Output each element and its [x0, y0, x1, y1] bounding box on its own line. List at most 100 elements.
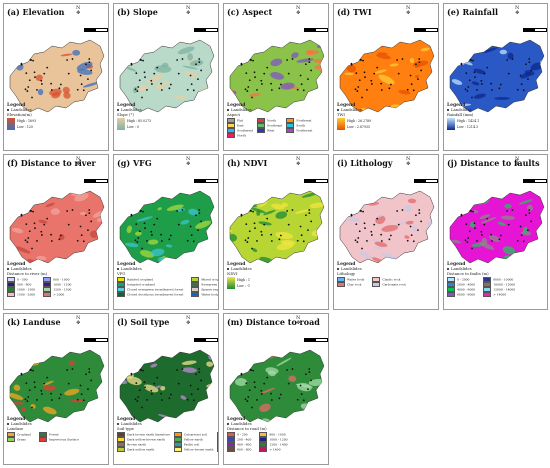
color-swatch — [173, 446, 182, 452]
landslide-point — [506, 210, 509, 212]
landslide-point — [67, 72, 70, 75]
landslide-point — [31, 96, 33, 99]
landslide-point — [299, 384, 302, 387]
scale-bar — [194, 28, 218, 32]
landslide-point — [480, 230, 483, 233]
scale-bar — [304, 179, 328, 183]
terrain-patch — [4, 44, 11, 55]
terrain-patch — [273, 32, 282, 39]
landslide-point — [156, 376, 159, 379]
terrain-patch — [106, 61, 109, 68]
landslide-point — [358, 230, 361, 233]
landslide-point — [137, 237, 140, 239]
landslide-point — [300, 234, 303, 237]
terrain-patch — [375, 214, 383, 219]
landslide-point — [406, 239, 409, 242]
terrain-patch — [497, 221, 506, 227]
terrain-patch — [202, 400, 210, 405]
landslide-point — [464, 239, 467, 242]
terrain-patch — [280, 82, 295, 90]
gradient-labels: High : 26.2789 Low : 2.87935 — [347, 118, 372, 129]
landslide-point — [144, 227, 146, 230]
landslide-point — [139, 210, 142, 212]
landslide-point — [34, 76, 36, 79]
terrain-patch — [195, 220, 212, 229]
color-swatch — [227, 122, 235, 128]
legend-class-item: 1200 - 1400 — [259, 441, 288, 447]
color-swatch — [217, 446, 218, 452]
terrain-patch — [82, 316, 96, 325]
legend-class-item: 0 - 2000 — [447, 276, 475, 282]
landslide-point — [266, 66, 269, 69]
terrain-patch — [381, 224, 399, 232]
landslide-point — [460, 214, 463, 217]
map-legend: Legend Landslides Distance to road (m) 0 - … — [227, 417, 288, 452]
landslide-point — [43, 382, 46, 385]
landslide-point — [380, 233, 383, 236]
legend-class-item: Evergreen shrubland — [191, 281, 218, 287]
terrain-patch — [63, 91, 71, 99]
landslide-point — [307, 78, 309, 81]
legend-class-item: Rainfed cropland — [117, 276, 183, 282]
terrain-patch — [107, 363, 109, 369]
landslide-point — [519, 74, 522, 77]
legend-landslides: Landslides — [447, 107, 479, 112]
gradient-legend: High : 26.2789 Low : 2.87935 — [337, 117, 372, 130]
terrain-patch — [126, 225, 132, 234]
landslide-point — [302, 89, 305, 92]
panel-title: (i) Lithology — [337, 158, 393, 168]
legend-title: Legend — [337, 103, 356, 108]
terrain-patch — [70, 399, 84, 403]
landslide-point — [366, 89, 368, 91]
study-area-map — [4, 39, 109, 113]
terrain-patch — [11, 227, 24, 234]
terrain-patch — [136, 216, 153, 222]
class-legend: Cropland Forest Grass Impervious Surface — [7, 431, 79, 442]
panel-title: (h) NDVI — [227, 158, 268, 168]
class-legend: 0 - 200 800 - 1000 200 - 400 1000 - 1200 400… — [227, 431, 288, 452]
landslide-point — [361, 96, 363, 99]
north-arrow-icon: N ✥ — [186, 315, 191, 326]
landslide-point — [169, 393, 172, 396]
legend-class-item: 4000 - 6000 — [447, 286, 475, 292]
north-label: N — [186, 5, 191, 11]
landslide-point — [308, 58, 311, 60]
landslide-point — [389, 83, 392, 86]
landslide-point — [472, 210, 474, 213]
terrain-patch — [522, 226, 528, 234]
panel-title: (j) Distance to faults — [447, 158, 540, 168]
landslide-point — [467, 237, 470, 239]
legend-title: Legend — [227, 417, 246, 422]
landslide-point — [160, 82, 163, 85]
legend-subtitle: NDVI — [227, 271, 238, 277]
landslide-point — [251, 247, 253, 250]
map-panel-l: (l) Soil type N ✥ Legend Landslides Soil type… — [113, 313, 219, 465]
landslide-point — [134, 88, 137, 91]
legend-subtitle: Aspect — [227, 112, 241, 118]
terrain-patch — [288, 375, 297, 382]
legend-class-item: 6000 - 8000 — [447, 291, 475, 297]
landslide-point — [181, 209, 184, 211]
landslide-point — [468, 79, 471, 82]
terrain-patch — [259, 256, 274, 263]
landslide-point — [308, 61, 311, 64]
landslide-point — [186, 398, 189, 401]
terrain-patch — [127, 367, 138, 371]
map-legend: Legend Landslides Elevation(m) High : 1693 L… — [7, 103, 36, 130]
terrain-patch — [344, 72, 354, 76]
terrain-patch — [146, 75, 162, 84]
legend-class-item: 800 - 1000 — [43, 276, 71, 282]
terrain-patch — [305, 158, 314, 167]
terrain-patch — [276, 357, 292, 367]
landslide-point — [248, 389, 251, 392]
landslide-point — [270, 399, 273, 401]
landslide-point — [260, 79, 263, 82]
color-swatch — [483, 281, 492, 287]
landslide-point — [40, 83, 43, 85]
legend-subtitle: Distance to river (m) — [7, 271, 48, 277]
landslide-point — [528, 209, 531, 211]
terrain-patch — [451, 79, 463, 85]
color-swatch — [483, 286, 492, 292]
color-swatch — [43, 291, 52, 297]
landslide-point — [200, 220, 203, 223]
